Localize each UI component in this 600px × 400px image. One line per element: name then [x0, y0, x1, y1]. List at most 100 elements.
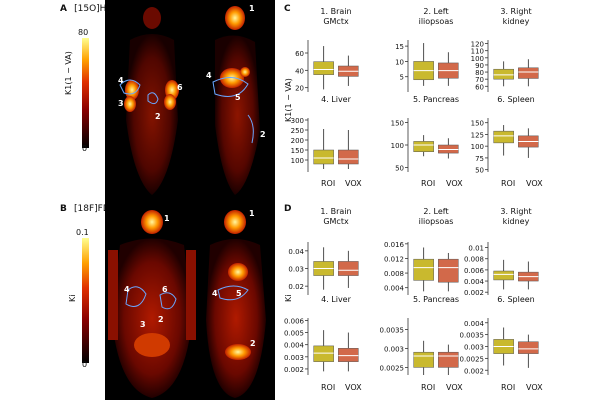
xlabel-c4-roi: ROI [321, 179, 336, 188]
chart-title-d5: 5. Pancreas [413, 295, 459, 304]
panel-b-letter: B [60, 204, 67, 214]
chart-title-c1-line2: GMctx [323, 17, 349, 26]
colorbar-a-max: 80 [78, 28, 89, 37]
roi-label-b-4b: 4 [212, 289, 218, 298]
chart-title-c3: 3. Right [500, 7, 531, 16]
roi-label-b-4: 4 [124, 285, 130, 294]
xlabel-d6-vox: VOX [526, 383, 543, 392]
chart-title-d4: 4. Liver [321, 295, 352, 304]
y-tick-label-c4-4: 300 [291, 117, 304, 125]
box-c3-vox [518, 67, 539, 79]
y-tick-label-c1-2: 60 [295, 50, 304, 58]
xlabel-c5-roi: ROI [421, 179, 436, 188]
y-tick-label-c1-0: 20 [295, 85, 304, 93]
xlabel-d5-roi: ROI [421, 383, 436, 392]
box-d6-vox [518, 341, 539, 354]
y-tick-label-c3-3: 90 [475, 62, 484, 70]
y-tick-label-d3-1: 0.004 [464, 278, 485, 286]
chart-title-d3: 3. Right [500, 207, 531, 216]
roi-label-a-1: 1 [249, 4, 255, 13]
roi-label-a-3: 3 [118, 99, 124, 108]
panel-c-letter: C [284, 4, 291, 14]
y-tick-label-c5-1: 100 [391, 142, 404, 150]
y-tick-label-c4-3: 250 [291, 127, 304, 135]
y-tick-label-c6-2: 100 [471, 143, 484, 151]
y-tick-label-d2-1: 0.008 [384, 270, 404, 278]
chart-title-d3-line2: kidney [503, 217, 530, 226]
chart-title-c2: 2. Left [423, 7, 448, 16]
y-tick-label-d6-3: 0.0035 [460, 332, 485, 340]
chart-title-c5: 5. Pancreas [413, 95, 459, 104]
y-tick-label-d5-1: 0.003 [384, 345, 404, 353]
y-tick-label-d2-0: 0.004 [384, 285, 405, 293]
pet-b-sagittal [206, 210, 266, 398]
box-d2-vox [438, 258, 459, 283]
y-tick-label-c4-0: 100 [291, 157, 304, 165]
y-tick-label-c6-0: 50 [475, 167, 484, 175]
colorbar-b-max: 0.1 [76, 228, 89, 237]
box-c4-vox [338, 149, 359, 165]
roi-label-b-1: 1 [164, 214, 170, 223]
xlabel-d5-vox: VOX [446, 383, 463, 392]
y-tick-label-c6-4: 150 [471, 120, 484, 128]
y-tick-label-c1-1: 40 [295, 67, 304, 75]
y-tick-label-c4-1: 150 [291, 147, 304, 155]
xlabel-c4-vox: VOX [345, 179, 362, 188]
roi-label-b-2b: 2 [250, 339, 256, 348]
pet-images: 1 4 6 3 2 5 4 2 1 1 4 6 3 2 4 5 2 [82, 0, 275, 400]
y-tick-label-c6-3: 125 [471, 131, 484, 139]
pet-a-coronal [119, 7, 179, 195]
chart-title-c6: 6. Spleen [497, 95, 534, 104]
roi-label-b-6: 6 [162, 285, 168, 294]
panel-a-header: A [15O]H2O [60, 4, 119, 14]
roi-label-b-5: 5 [236, 289, 242, 298]
y-tick-label-d3-3: 0.008 [464, 256, 484, 264]
panel-d-letter: D [284, 204, 292, 214]
roi-label-b-2: 2 [158, 315, 164, 324]
xlabel-d6-roi: ROI [501, 383, 516, 392]
panel-b-title: [18F]FDG [74, 204, 117, 214]
y-tick-label-d4-0: 0.002 [284, 366, 304, 374]
y-tick-label-d6-2: 0.003 [464, 344, 484, 352]
y-tick-label-c2-1: 10 [395, 58, 404, 66]
y-tick-label-c4-2: 200 [291, 137, 304, 145]
box-d4-roi [313, 345, 334, 362]
y-tick-label-d6-1: 0.0025 [460, 355, 485, 363]
box-c1-roi [313, 61, 334, 75]
box-d3-roi [493, 270, 514, 281]
box-c6-roi [493, 130, 514, 144]
y-tick-label-c3-4: 100 [471, 55, 484, 63]
chart-title-d6: 6. Spleen [497, 295, 534, 304]
roi-label-a-2: 2 [155, 112, 161, 121]
y-tick-label-d1-1: 0.03 [288, 266, 304, 274]
y-tick-label-d4-2: 0.004 [284, 342, 305, 350]
xlabel-d4-roi: ROI [321, 383, 336, 392]
box-d5-vox [438, 351, 459, 368]
y-tick-label-c2-0: 5 [400, 74, 404, 82]
y-tick-label-d4-4: 0.006 [284, 317, 305, 325]
y-tick-label-c3-6: 120 [471, 41, 484, 49]
y-tick-label-c6-1: 75 [475, 155, 484, 163]
box-c3-roi [493, 68, 514, 80]
chart-title-d2-line2: iliopsoas [419, 217, 454, 226]
box-d1-vox [338, 261, 359, 276]
panel-a-title: [15O]H2O [74, 4, 120, 14]
y-tick-label-c3-5: 110 [471, 48, 484, 56]
pet-a-sagittal [212, 6, 260, 195]
colorbar-b-min: 0 [82, 360, 88, 369]
chart-title-c2-line2: iliopsoas [419, 17, 454, 26]
panel-a-letter: A [60, 4, 67, 14]
panel-b-header: B [18F]FDG [60, 204, 117, 214]
y-tick-label-c5-0: 50 [395, 165, 404, 173]
y-tick-label-d2-2: 0.012 [384, 255, 404, 263]
colorbar-b [82, 238, 89, 363]
y-tick-label-d6-4: 0.004 [464, 320, 485, 328]
chart-title-d2: 2. Left [423, 207, 448, 216]
pet-b-coronal [108, 210, 196, 398]
xlabel-c6-roi: ROI [501, 179, 516, 188]
box-d2-roi [413, 258, 434, 281]
colorbar-a-min: 0 [82, 144, 88, 153]
box-d5-roi [413, 351, 434, 368]
box-c4-roi [313, 149, 334, 165]
